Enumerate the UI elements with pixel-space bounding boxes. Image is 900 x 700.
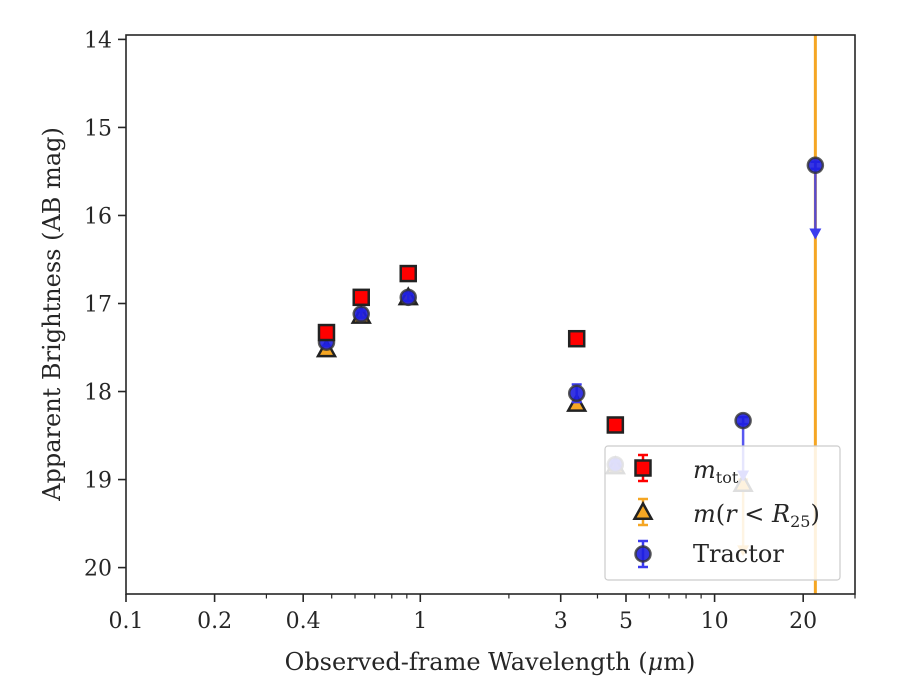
data-point-circle xyxy=(806,156,825,175)
data-point-circle xyxy=(399,288,417,307)
y-tick-label: 16 xyxy=(84,204,112,229)
legend-label-mr: m(r < R25) xyxy=(693,500,820,531)
series-square xyxy=(317,264,625,434)
legend-marker-triangle xyxy=(632,500,654,521)
x-tick-label: 1 xyxy=(413,609,427,634)
legend: mtot m(r < R25) Tractor xyxy=(604,445,841,581)
series-circle xyxy=(317,156,825,482)
x-tick-label: 10 xyxy=(701,609,729,634)
legend-label-mtot: mtot xyxy=(693,456,739,487)
ticks-layer: 0.1 0.2 0.4 1 3 5 10 20 14 15 16 17 18 19 20 xyxy=(84,28,856,634)
legend-marks xyxy=(632,453,654,569)
data-point-square xyxy=(352,288,370,307)
y-axis-label: Apparent Brightness (AB mag) xyxy=(38,127,66,502)
y-tick-label: 20 xyxy=(84,557,112,582)
upper-limit-arrow xyxy=(809,228,822,240)
data-point-circle xyxy=(352,305,370,323)
data-point-square xyxy=(399,264,417,283)
y-tick-label: 14 xyxy=(84,28,112,53)
data-point-circle xyxy=(734,411,752,430)
legend-label-tractor: Tractor xyxy=(693,540,784,568)
x-tick-label: 0.4 xyxy=(286,609,321,634)
x-axis-label: Observed-frame Wavelength (μm) xyxy=(285,648,696,676)
x-tick-label: 3 xyxy=(554,609,568,634)
y-tick-label: 15 xyxy=(84,116,112,141)
legend-marker-circle xyxy=(634,545,652,563)
legend-marker-square xyxy=(634,459,652,477)
legend-box xyxy=(604,445,841,581)
data-point-square xyxy=(567,329,586,348)
y-tick-label: 19 xyxy=(84,469,112,494)
y-tick-label: 17 xyxy=(84,292,112,317)
x-tick-label: 0.1 xyxy=(109,609,144,634)
x-tick-label: 0.2 xyxy=(197,609,232,634)
x-tick-label: 20 xyxy=(789,609,817,634)
data-point-square xyxy=(606,416,625,434)
y-tick-label: 18 xyxy=(84,381,112,406)
plot-frame xyxy=(125,34,856,595)
data-point-circle xyxy=(567,384,586,403)
x-tick-label: 5 xyxy=(619,609,633,634)
data-point-square xyxy=(317,323,336,342)
